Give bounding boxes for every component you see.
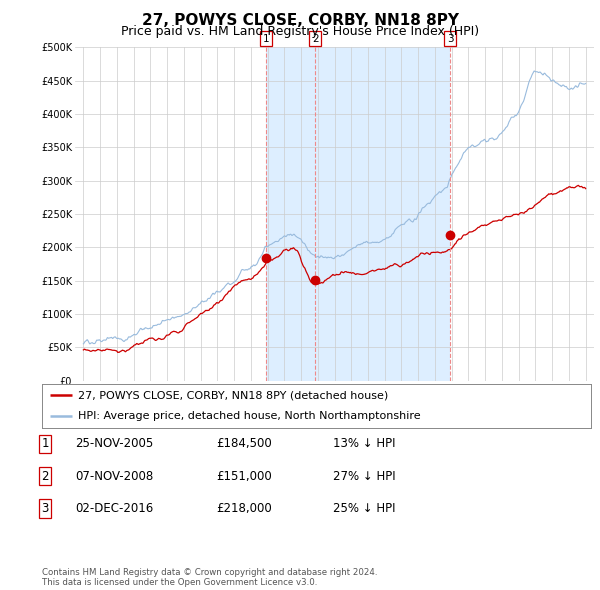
Text: 3: 3 bbox=[41, 502, 49, 515]
Text: 25-NOV-2005: 25-NOV-2005 bbox=[75, 437, 153, 450]
Text: 27, POWYS CLOSE, CORBY, NN18 8PY: 27, POWYS CLOSE, CORBY, NN18 8PY bbox=[142, 13, 458, 28]
Text: 27, POWYS CLOSE, CORBY, NN18 8PY (detached house): 27, POWYS CLOSE, CORBY, NN18 8PY (detach… bbox=[77, 391, 388, 401]
Text: 07-NOV-2008: 07-NOV-2008 bbox=[75, 470, 153, 483]
Text: HPI: Average price, detached house, North Northamptonshire: HPI: Average price, detached house, Nort… bbox=[77, 411, 421, 421]
Text: 1: 1 bbox=[41, 437, 49, 450]
Text: 2: 2 bbox=[41, 470, 49, 483]
Text: 27% ↓ HPI: 27% ↓ HPI bbox=[333, 470, 395, 483]
Text: 2: 2 bbox=[312, 34, 319, 44]
Text: Contains HM Land Registry data © Crown copyright and database right 2024.
This d: Contains HM Land Registry data © Crown c… bbox=[42, 568, 377, 587]
Text: 13% ↓ HPI: 13% ↓ HPI bbox=[333, 437, 395, 450]
Text: £151,000: £151,000 bbox=[216, 470, 272, 483]
Text: 02-DEC-2016: 02-DEC-2016 bbox=[75, 502, 153, 515]
Bar bbox=[266, 47, 315, 381]
Text: £218,000: £218,000 bbox=[216, 502, 272, 515]
Text: 25% ↓ HPI: 25% ↓ HPI bbox=[333, 502, 395, 515]
Bar bbox=[315, 47, 451, 381]
Text: Price paid vs. HM Land Registry's House Price Index (HPI): Price paid vs. HM Land Registry's House … bbox=[121, 25, 479, 38]
Text: £184,500: £184,500 bbox=[216, 437, 272, 450]
Text: 3: 3 bbox=[447, 34, 454, 44]
Text: 1: 1 bbox=[263, 34, 269, 44]
